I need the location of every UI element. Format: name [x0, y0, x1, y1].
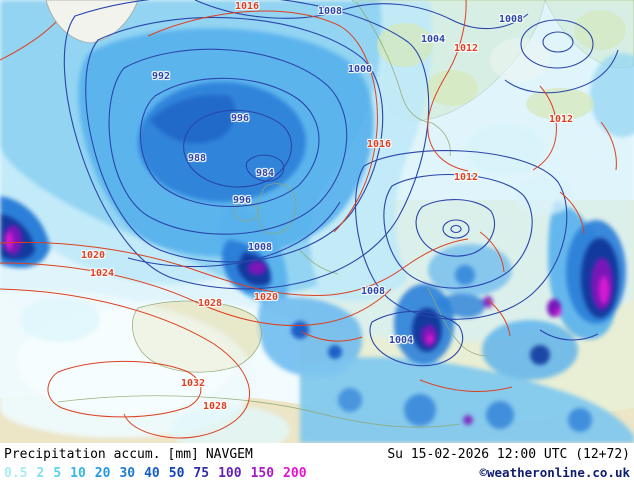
- model-name: NAVGEM: [205, 447, 253, 462]
- chart-unit: [mm]: [167, 447, 199, 462]
- precip-layer-shape: [486, 401, 514, 429]
- land-overlay-layer-shape: [377, 23, 433, 67]
- precip-layer-shape: [555, 308, 561, 316]
- precip-layer-shape: [482, 320, 578, 380]
- isobar-high-layer-shape: [479, 231, 505, 273]
- precip-layer-shape: [404, 394, 436, 426]
- coastline-layer-shape: [299, 249, 339, 275]
- coastline-layer-shape: [57, 395, 461, 428]
- precip-layer-shape: [291, 321, 309, 339]
- precip-layer-shape: [463, 415, 473, 425]
- isobar-low-layer-shape: [520, 19, 594, 69]
- precip-layer-shape: [530, 345, 550, 365]
- isobar-low-layer-shape: [245, 154, 285, 182]
- isobar-high-layer-shape: [427, 0, 469, 172]
- isobar-high-layer-shape: [532, 85, 557, 171]
- isobar-low-layer-shape: [139, 77, 320, 207]
- precip-layer-shape: [328, 345, 342, 359]
- isobar-high-layer: [0, 0, 617, 439]
- coastline-layer-shape: [355, 1, 433, 124]
- isobar-low-layer-shape: [355, 150, 568, 320]
- precip-layer-shape: [150, 95, 236, 144]
- legend-value: 5: [53, 466, 62, 481]
- legend-value: 150: [250, 466, 275, 481]
- isobar-high-layer-shape: [487, 299, 511, 337]
- isobar-low-layer-shape: [504, 49, 619, 94]
- precip-layer-shape: [590, 53, 634, 137]
- land-overlay-layer-shape: [426, 70, 478, 106]
- legend-value: 40: [144, 466, 160, 481]
- precip-layer-shape: [426, 334, 434, 344]
- isobar-low-layer-shape: [63, 0, 430, 290]
- isobar-high-layer-shape: [0, 288, 251, 439]
- copyright: ©weatheronline.co.uk: [479, 465, 630, 480]
- isobar-high-layer-shape: [47, 360, 202, 418]
- isobar-low-layer-shape: [415, 198, 495, 257]
- isobar-high-layer-shape: [147, 10, 378, 233]
- legend-value: 10: [70, 466, 86, 481]
- valid-datetime: Su 15-02-2026 12:00 UTC (12+72): [387, 447, 630, 462]
- isobar-low-layer-shape: [183, 109, 292, 188]
- isobar-high-layer-shape: [0, 21, 57, 61]
- legend-value: 75: [193, 466, 210, 481]
- isobar-low-layer-shape: [542, 31, 574, 53]
- precip-layer-shape: [436, 294, 486, 318]
- precip-layer-shape: [5, 232, 13, 250]
- legend-value: 100: [218, 466, 242, 481]
- isobar-high-layer-shape: [0, 238, 469, 296]
- legend-value: 0.5: [4, 466, 28, 481]
- isobar-low-layer-shape: [108, 48, 348, 235]
- legend-value: 2: [36, 466, 45, 481]
- isobar-low-layer-shape: [127, 201, 341, 268]
- precip-layer-shape: [248, 261, 266, 275]
- isobar-high-layer-shape: [419, 379, 513, 392]
- isobar-low-layer-shape: [383, 174, 533, 289]
- coastline-layer-shape: [431, 122, 451, 157]
- legend-value: 20: [94, 466, 111, 481]
- coastline-layer: [57, 1, 489, 428]
- weather-map: 1008 1004 1008 1000 992 996 988 984 996 1008 1008 1…: [0, 0, 634, 443]
- coastline-layer-shape: [233, 202, 259, 222]
- precip-layer-shape: [465, 124, 545, 176]
- legend-value: 50: [168, 466, 185, 481]
- precip-layer-shape: [568, 408, 592, 432]
- isobar-high-layer-shape: [559, 191, 585, 235]
- coastline-layer-shape: [257, 183, 297, 234]
- isobar-low-layer-shape: [539, 329, 599, 341]
- land-overlay-layer-shape: [574, 10, 626, 50]
- precip-layer-shape: [338, 388, 362, 412]
- isobar-high-layer-shape: [0, 262, 392, 326]
- isobar-low-layer-shape: [194, 0, 529, 30]
- isobar-low-layer-shape: [369, 311, 464, 367]
- coastline-layer-shape: [427, 287, 489, 357]
- isobar-low-layer-shape: [450, 224, 462, 234]
- map-svg: [0, 0, 634, 443]
- footer-bar: Precipitation accum. [mm] NAVGEM Su 15-02-…: [0, 443, 634, 490]
- chart-title-group: Precipitation accum. [mm] NAVGEM: [4, 447, 260, 462]
- isobar-high-layer-shape: [600, 121, 617, 171]
- isobar-low-layer: [63, 0, 619, 367]
- precip-layer-shape: [483, 296, 493, 308]
- precip-layer-shape: [300, 357, 634, 443]
- chart-title: Precipitation accum.: [4, 447, 161, 462]
- precip-layer-shape: [455, 265, 475, 285]
- legend: 0.5 2 5 10 20 30 40 50 75 100 150 200: [4, 466, 307, 481]
- land-overlay-layer-shape: [132, 301, 262, 373]
- precip-layer-shape: [20, 298, 100, 342]
- land-overlay-layer-shape: [526, 88, 594, 120]
- isobar-low-layer-shape: [442, 219, 470, 239]
- precip-layer-shape: [599, 276, 609, 304]
- land-overlay-layer-shape: [490, 38, 550, 82]
- legend-value: 30: [119, 466, 136, 481]
- isobar-high-layer-shape: [301, 331, 363, 342]
- land-overlay-layer: [45, 0, 626, 373]
- isobar-low-layer-shape: [85, 16, 384, 263]
- land-overlay-layer-shape: [45, 0, 139, 44]
- legend-value: 200: [283, 466, 307, 481]
